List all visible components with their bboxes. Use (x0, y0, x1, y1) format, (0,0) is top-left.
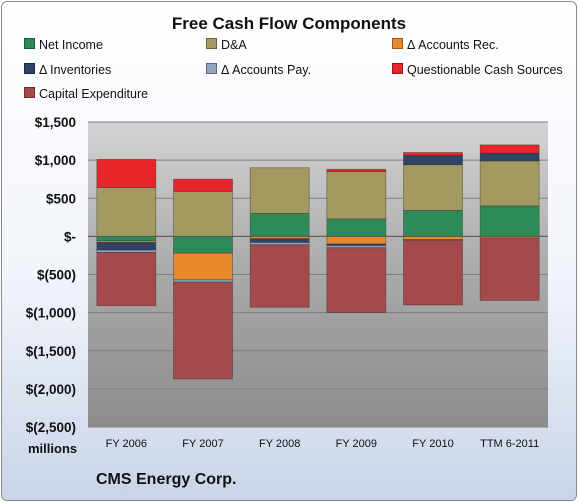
bar-segment (326, 247, 387, 314)
y-tick-label: $500 (46, 191, 76, 206)
y-tick-label: $(500) (37, 268, 76, 283)
bar-segment (249, 238, 310, 243)
bar-segment (173, 178, 233, 192)
y-tick-label: $(1,500) (26, 344, 76, 359)
legend-item-net-income: Net Income (24, 38, 103, 52)
bar-segment (96, 158, 157, 188)
legend-item-inventories: Δ Inventories (24, 63, 111, 77)
legend-item-accounts-rec: Δ Accounts Rec. (392, 38, 499, 52)
y-tick-label: $(2,000) (26, 382, 76, 397)
bar-segment (479, 237, 540, 301)
x-tick-label: FY 2010 (412, 438, 453, 450)
legend-label: Δ Inventories (39, 63, 112, 77)
bar-segment (173, 281, 233, 380)
bar-segment (96, 251, 157, 307)
bar-segment (326, 218, 387, 237)
y-tick-label: $(1,000) (26, 306, 76, 321)
chart-title: Free Cash Flow Components (171, 14, 407, 33)
x-tick-label: FY 2009 (336, 438, 377, 450)
legend-swatch (24, 38, 35, 49)
bar-segment (479, 160, 540, 207)
bar-segment (173, 235, 233, 254)
legend-label: Questionable Cash Sources (407, 63, 563, 77)
y-tick-label: $- (64, 229, 76, 244)
bar-segment (249, 167, 310, 214)
bar-segment (96, 235, 157, 242)
y-tick-label: $1,000 (35, 153, 76, 168)
bar-segment (96, 240, 157, 243)
bar-segment (249, 244, 310, 308)
legend-label: Δ Accounts Rec. (407, 38, 499, 52)
bar-segment (96, 242, 157, 251)
legend-item-questionable-cash: Questionable Cash Sources (392, 63, 563, 77)
bar-segment (479, 144, 540, 154)
bar-segment (249, 213, 310, 237)
y-axis-unit-label: millions (28, 441, 78, 456)
legend-swatch (392, 38, 403, 49)
bar-segment (403, 155, 463, 166)
legend-item-da: D&A (206, 38, 247, 52)
legend-label: Net Income (39, 38, 103, 52)
bar-segment (403, 152, 463, 156)
legend-swatch (392, 63, 403, 74)
legend-label: D&A (221, 38, 247, 52)
x-tick-label: FY 2006 (106, 438, 147, 450)
bar-segment (326, 168, 387, 172)
bar-segment (326, 171, 387, 220)
legend-swatch (24, 87, 35, 98)
x-tick-label: FY 2007 (182, 438, 223, 450)
y-tick-label: $(2,500) (26, 420, 76, 435)
bar-segment (479, 152, 540, 162)
legend-label: Capital Expenditure (39, 87, 149, 101)
y-tick-label: $1,500 (35, 115, 76, 130)
bar-segment (173, 252, 233, 281)
x-tick-label: FY 2008 (259, 438, 300, 450)
x-tick-label: TTM 6-2011 (480, 438, 539, 450)
bar-segment (96, 187, 157, 237)
legend-swatch (24, 63, 35, 74)
legend-swatch (206, 63, 217, 74)
bar-segment (479, 205, 540, 237)
legend-swatch (206, 38, 217, 49)
legend-item-accounts-pay: Δ Accounts Pay. (206, 63, 311, 77)
bar-segment (326, 235, 387, 245)
bar-segment (403, 210, 463, 237)
legend-item-capex: Capital Expenditure (24, 87, 148, 101)
legend-label: Δ Accounts Pay. (221, 63, 312, 77)
company-name: CMS Energy Corp. (96, 471, 237, 488)
bar-segment (173, 190, 233, 237)
bar-segment (403, 164, 463, 211)
bar-segment (403, 239, 463, 306)
